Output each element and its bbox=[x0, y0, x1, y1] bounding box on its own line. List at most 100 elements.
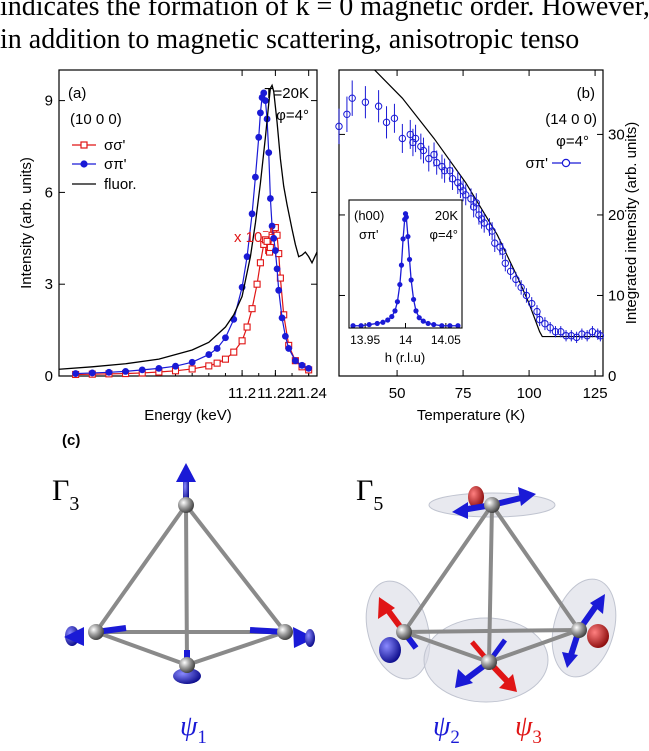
inset-x-tick-label: 14.05 bbox=[431, 333, 461, 347]
legend-sp-marker bbox=[80, 160, 88, 168]
data-point bbox=[491, 239, 499, 247]
g5-edge bbox=[487, 628, 581, 664]
data-point bbox=[238, 337, 246, 345]
psi1-symbol: ψ bbox=[180, 711, 198, 742]
y-tick-label: 30 bbox=[608, 126, 625, 143]
inset-data-point bbox=[392, 308, 398, 314]
panel-a-reflection: (10 0 0) bbox=[70, 111, 122, 128]
data-point bbox=[488, 227, 496, 235]
panel-b-legend-marker bbox=[561, 158, 571, 168]
data-point bbox=[480, 219, 488, 227]
data-point bbox=[398, 134, 407, 143]
data-point bbox=[221, 355, 230, 363]
panel-b-ylabel: Integrated intensity (arb. units) bbox=[623, 122, 640, 325]
gamma3-subscript: 3 bbox=[69, 493, 79, 515]
g3-edge bbox=[184, 503, 287, 634]
gamma3-symbol: Γ bbox=[52, 474, 69, 507]
data-point bbox=[271, 247, 279, 254]
inset-x-tick-label: 13.95 bbox=[350, 333, 380, 347]
g3-atom bbox=[178, 497, 194, 513]
inset-data-point bbox=[358, 323, 364, 329]
data-point bbox=[256, 259, 264, 267]
g3-edge bbox=[94, 630, 189, 667]
x-tick-label: 11.22 bbox=[257, 385, 293, 402]
inset-pol: σπ' bbox=[359, 227, 378, 242]
inset-data-point bbox=[400, 236, 406, 242]
g3-edge bbox=[184, 503, 189, 667]
data-point bbox=[243, 253, 251, 261]
x-tick-label: 100 bbox=[517, 385, 542, 402]
data-point bbox=[205, 362, 213, 370]
data-point bbox=[425, 154, 433, 163]
y-tick-label: 20 bbox=[608, 207, 625, 224]
data-point bbox=[382, 118, 391, 127]
data-point bbox=[335, 122, 343, 131]
data-point bbox=[462, 191, 470, 199]
panel-b-frame bbox=[338, 69, 604, 377]
data-point bbox=[533, 307, 541, 316]
g5-arrows-right bbox=[562, 594, 609, 668]
data-point bbox=[583, 332, 591, 340]
data-point bbox=[467, 195, 475, 203]
data-point bbox=[255, 133, 263, 141]
psi2-label: ψ2 bbox=[433, 711, 460, 748]
inset-data-point bbox=[403, 214, 409, 220]
legend-ss-label: σσ' bbox=[104, 137, 126, 154]
data-point bbox=[522, 291, 531, 300]
inset-label: (h00) bbox=[354, 208, 384, 223]
data-point bbox=[501, 259, 510, 267]
data-point bbox=[270, 234, 278, 242]
scale-note: x 10−1 bbox=[234, 226, 275, 246]
panel-a-xlabel: Energy (keV) bbox=[144, 407, 232, 424]
data-point bbox=[263, 237, 271, 245]
panel-b-phi: φ=4° bbox=[556, 133, 589, 150]
data-point bbox=[506, 267, 515, 276]
inset-data-point bbox=[425, 320, 431, 327]
data-point bbox=[517, 283, 525, 292]
inset-x-tick-label: 14 bbox=[399, 333, 413, 347]
data-point bbox=[188, 358, 196, 366]
panel-c-label: (c) bbox=[62, 432, 80, 449]
panel-a-frame bbox=[58, 69, 318, 377]
data-point bbox=[541, 319, 549, 328]
g5-atom bbox=[484, 497, 500, 513]
gamma3-label: Γ3 bbox=[52, 474, 79, 515]
data-point bbox=[230, 348, 238, 356]
data-point bbox=[243, 323, 251, 331]
data-point bbox=[205, 351, 213, 358]
inset-data-point bbox=[389, 313, 395, 320]
data-point bbox=[298, 361, 306, 369]
panel-b-reflection: (14 0 0) bbox=[545, 111, 597, 128]
panel-a-temperature: T=20K bbox=[264, 85, 309, 102]
g5-edge bbox=[490, 503, 581, 632]
inset-data-point bbox=[410, 296, 417, 303]
inset-data-point bbox=[398, 262, 405, 268]
panel-b-inset: 13.95 14 14.05 (h00) σπ' 20K φ=4° h (r.l.u… bbox=[348, 199, 463, 365]
data-point bbox=[512, 275, 520, 284]
g5-edge bbox=[402, 630, 491, 664]
legend-ss-marker bbox=[80, 141, 88, 149]
data-point bbox=[498, 247, 507, 255]
y-tick-label: 0 bbox=[45, 368, 53, 385]
text-snippet: indicates the formation of k = 0 magneti… bbox=[0, 0, 649, 56]
data-point bbox=[572, 333, 581, 342]
g3-atom bbox=[277, 624, 293, 640]
snippet-line-2: in addition to magnetic scattering, anis… bbox=[0, 24, 580, 55]
data-point bbox=[248, 210, 256, 218]
g3-edge bbox=[94, 503, 188, 634]
data-point bbox=[222, 334, 229, 342]
data-point bbox=[138, 366, 146, 374]
inset-data-point bbox=[374, 320, 380, 327]
g5-edge bbox=[487, 503, 494, 664]
inset-data-point bbox=[394, 299, 401, 305]
data-point bbox=[155, 364, 163, 372]
g5-arrows-left bbox=[378, 597, 419, 663]
panel-a-phi: φ=4° bbox=[276, 107, 309, 124]
inset-temp: 20K bbox=[435, 208, 458, 223]
x-tick-label: 125 bbox=[583, 385, 608, 402]
y-tick-label: 6 bbox=[45, 184, 53, 201]
inset-data-point bbox=[416, 315, 422, 321]
data-point bbox=[551, 328, 560, 336]
psi1-subscript: 1 bbox=[197, 727, 207, 748]
